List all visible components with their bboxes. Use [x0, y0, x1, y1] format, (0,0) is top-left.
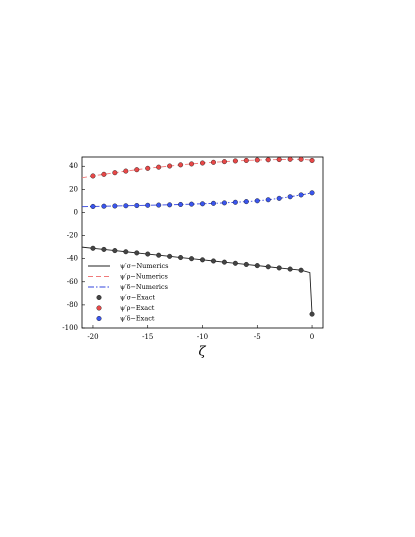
data-point [254, 198, 260, 204]
data-point [123, 168, 129, 174]
data-point [210, 200, 216, 206]
y-tick-label: 20 [69, 185, 78, 193]
data-point [123, 249, 129, 255]
data-point [210, 159, 216, 165]
data-point [101, 171, 107, 177]
legend-label: ψ′δ−Numerics [120, 283, 168, 291]
x-tick-label: -10 [197, 333, 208, 341]
series-line [81, 246, 313, 315]
data-point [156, 164, 162, 170]
legend-marker [96, 316, 102, 322]
data-point [112, 170, 118, 176]
x-tick-label: -20 [87, 333, 98, 341]
x-tick-label: -5 [254, 333, 261, 341]
data-point [101, 203, 107, 209]
data-point [101, 246, 107, 252]
data-point [309, 190, 315, 196]
data-point [189, 256, 195, 262]
data-point [287, 266, 293, 272]
data-point [145, 202, 151, 208]
data-point [134, 203, 140, 209]
data-point [221, 200, 227, 206]
data-point [199, 160, 205, 166]
data-point [232, 260, 238, 266]
data-point [156, 252, 162, 258]
data-point [156, 202, 162, 208]
data-point [178, 255, 184, 261]
legend-label: ψ′δ−Exact [120, 315, 155, 323]
data-point [112, 203, 118, 209]
data-point [145, 251, 151, 257]
data-point [265, 197, 271, 203]
data-point [221, 259, 227, 265]
data-point [178, 201, 184, 207]
data-point [287, 156, 293, 162]
data-point [210, 258, 216, 264]
y-tick-label: -100 [62, 324, 78, 332]
x-tick-label: -15 [142, 333, 153, 341]
data-point [298, 267, 304, 273]
legend-marker [96, 295, 102, 301]
data-point [309, 311, 315, 317]
y-tick-label: -80 [67, 301, 78, 309]
data-point [145, 165, 151, 171]
x-tick-label: 0 [310, 333, 314, 341]
legend-label: ψ′σ−Numerics [120, 262, 169, 270]
data-point [199, 201, 205, 207]
plot-frame [81, 156, 324, 329]
data-point [123, 203, 129, 209]
data-point [167, 202, 173, 208]
data-point [276, 265, 282, 271]
y-tick-label: 0 [74, 208, 78, 216]
data-point [167, 253, 173, 259]
legend-marker [96, 305, 102, 311]
y-tick-label: -40 [67, 255, 78, 263]
y-tick-label: -60 [67, 278, 78, 286]
legend-label: ψ′ρ−Exact [120, 304, 155, 312]
x-axis-label: ζ [198, 345, 206, 360]
data-point [134, 167, 140, 173]
data-point [265, 157, 271, 163]
data-point [254, 157, 260, 163]
y-tick-label: -20 [67, 232, 78, 240]
data-point [178, 162, 184, 168]
legend-label: ψ′σ−Exact [120, 294, 155, 302]
data-point [199, 257, 205, 263]
data-point [265, 264, 271, 270]
data-point [167, 163, 173, 169]
data-point [243, 157, 249, 163]
data-point [287, 194, 293, 200]
data-point [309, 157, 315, 163]
data-point [112, 248, 118, 254]
data-point [298, 192, 304, 198]
data-point [90, 245, 96, 251]
legend-label: ψ′ρ−Numerics [120, 273, 168, 281]
data-point [134, 250, 140, 256]
data-point [189, 161, 195, 167]
y-tick-label: 40 [69, 162, 78, 170]
data-point [298, 156, 304, 162]
data-point [232, 158, 238, 164]
data-point [276, 157, 282, 163]
series-line [81, 158, 313, 179]
data-point [254, 263, 260, 269]
data-point [90, 203, 96, 209]
data-point [276, 195, 282, 201]
data-point [189, 201, 195, 207]
data-point [232, 199, 238, 205]
data-point [243, 199, 249, 205]
data-point [90, 173, 96, 179]
data-point [243, 261, 249, 267]
data-point [221, 159, 227, 165]
